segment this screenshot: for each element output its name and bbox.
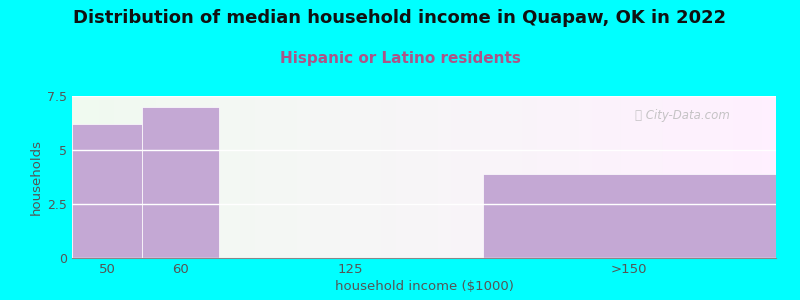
Bar [748,96,762,258]
Bar [663,96,678,258]
Bar [86,96,100,258]
Bar [482,174,776,258]
Bar [114,96,128,258]
Bar [691,96,706,258]
Bar [72,124,142,258]
Bar [198,96,213,258]
Bar [438,96,452,258]
Bar [368,96,382,258]
Bar [522,96,537,258]
Bar [410,96,424,258]
Bar [213,96,227,258]
Bar [537,96,550,258]
Bar [170,96,185,258]
Text: Distribution of median household income in Quapaw, OK in 2022: Distribution of median household income … [74,9,726,27]
Bar [255,96,269,258]
Bar [311,96,326,258]
Bar [326,96,339,258]
Bar [650,96,663,258]
Y-axis label: households: households [30,139,43,215]
Bar [720,96,734,258]
Bar [480,96,494,258]
Bar [509,96,522,258]
Bar [466,96,480,258]
Bar [227,96,241,258]
Bar [607,96,621,258]
Bar [734,96,748,258]
Bar [72,96,86,258]
Bar [621,96,635,258]
Bar [269,96,283,258]
Bar [142,96,157,258]
Bar [241,96,255,258]
Bar [579,96,593,258]
Bar [550,96,565,258]
Bar [396,96,410,258]
Bar [283,96,298,258]
Bar [494,96,509,258]
Bar [100,96,114,258]
Bar [678,96,691,258]
Text: Hispanic or Latino residents: Hispanic or Latino residents [279,51,521,66]
Bar [157,96,170,258]
Bar [593,96,607,258]
Bar [339,96,354,258]
Bar [452,96,466,258]
Bar [424,96,438,258]
Bar [762,96,776,258]
Bar [128,96,142,258]
Bar [354,96,368,258]
X-axis label: household income ($1000): household income ($1000) [334,280,514,293]
Bar [635,96,650,258]
Bar [298,96,311,258]
Bar [142,107,218,258]
Text: Ⓜ City-Data.com: Ⓜ City-Data.com [635,109,730,122]
Bar [565,96,579,258]
Bar [382,96,396,258]
Bar [706,96,720,258]
Bar [185,96,198,258]
